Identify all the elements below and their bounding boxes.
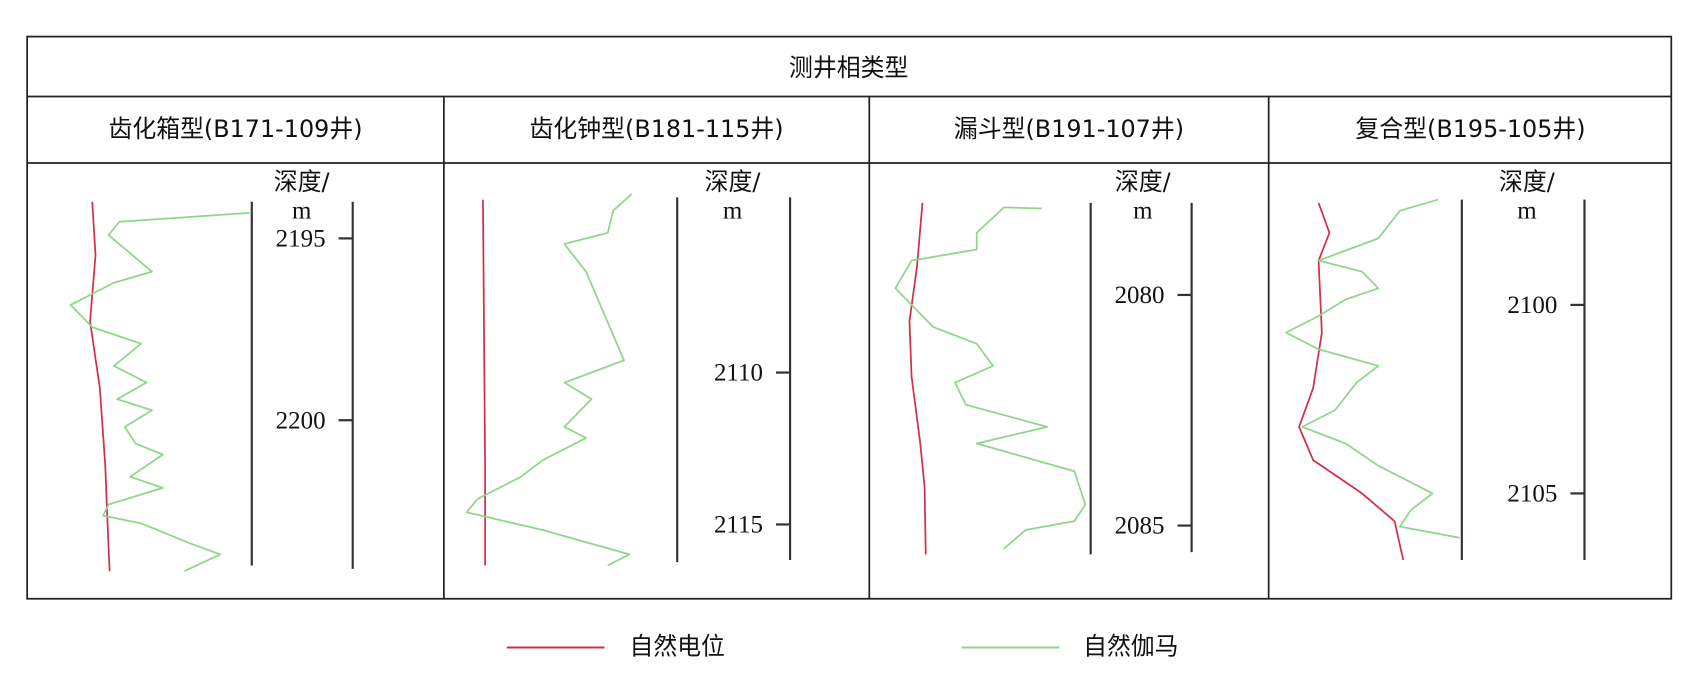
depth-tick-label: 2110 [714,359,763,386]
gr-curve [894,206,1087,550]
depth-unit: m [723,198,743,225]
sp-curve [1298,202,1405,561]
depth-label: 深度/ [1499,168,1556,196]
depth-tick-label: 2195 [276,225,326,252]
table-title: 测井相类型 [789,54,908,82]
depth-label: 深度/ [705,168,762,196]
depth-label: 深度/ [274,168,331,196]
depth-tick-label: 2085 [1115,512,1165,539]
legend-label: 自然伽马 [1083,632,1178,660]
depth-unit: m [292,198,312,225]
gr-curve [69,212,250,572]
table-frame [26,35,1673,600]
panel-title: 齿化箱型(B171-109井) [108,115,362,143]
depth-unit: m [1517,198,1537,225]
sp-curve [908,202,927,555]
panel-title: 齿化钟型(B181-115井) [530,115,784,143]
legend-label: 自然电位 [629,632,724,660]
gr-curve [465,193,633,567]
panel-title: 漏斗型(B191-107井) [954,115,1184,143]
sp-curve [482,199,486,566]
gr-curve [1285,198,1460,539]
depth-unit: m [1133,198,1153,225]
sp-curve [89,201,111,572]
depth-tick-label: 2080 [1115,282,1165,309]
panel-title: 复合型(B195-105井) [1355,115,1585,143]
depth-label: 深度/ [1115,168,1172,196]
depth-tick-label: 2115 [714,511,763,538]
depth-tick-label: 2200 [276,407,326,434]
depth-tick-label: 2100 [1507,292,1557,319]
depth-tick-label: 2105 [1507,480,1557,507]
